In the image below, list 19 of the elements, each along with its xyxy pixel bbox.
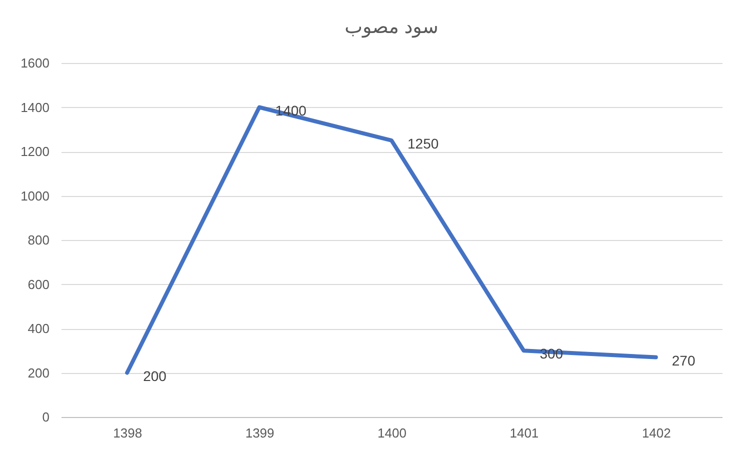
y-tick-label: 600 (28, 276, 50, 292)
data-label: 200 (143, 368, 167, 384)
y-tick-label: 200 (28, 365, 50, 380)
x-tick-label: 1401 (510, 426, 539, 440)
x-tick-label: 1399 (245, 426, 274, 440)
chart-title: سود مصوب (344, 17, 438, 38)
data-label: 1250 (408, 135, 439, 152)
y-tick-label: 0 (42, 410, 50, 424)
data-label: 270 (672, 352, 696, 368)
y-tick-label: 1600 (20, 56, 50, 70)
y-tick-label: 1200 (20, 144, 50, 159)
data-label: 300 (540, 346, 564, 362)
y-tick-label: 800 (28, 232, 50, 248)
y-tick-label: 400 (28, 321, 50, 336)
x-tick-label: 1402 (642, 426, 671, 440)
x-tick-label: 1398 (113, 426, 142, 440)
y-tick-label: 1400 (20, 100, 50, 115)
x-tick-label: 1400 (378, 426, 406, 440)
y-tick-label: 1000 (20, 188, 50, 204)
